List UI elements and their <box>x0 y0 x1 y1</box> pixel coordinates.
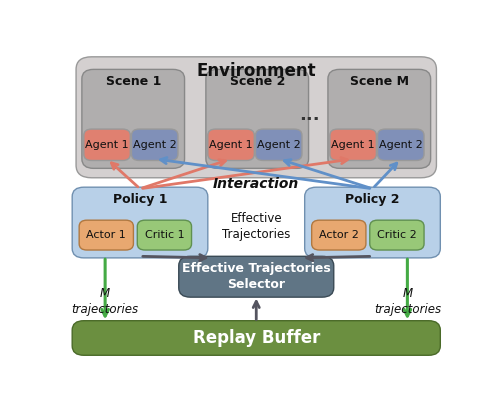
Text: M
trajectories: M trajectories <box>72 287 138 316</box>
FancyBboxPatch shape <box>76 57 436 178</box>
FancyBboxPatch shape <box>132 129 178 160</box>
Text: Interaction: Interaction <box>213 177 300 191</box>
FancyBboxPatch shape <box>179 256 334 297</box>
FancyBboxPatch shape <box>256 129 302 160</box>
FancyBboxPatch shape <box>328 69 430 169</box>
FancyBboxPatch shape <box>84 129 130 160</box>
Text: Agent 1: Agent 1 <box>209 140 253 150</box>
FancyBboxPatch shape <box>79 220 134 250</box>
Text: Agent 1: Agent 1 <box>332 140 375 150</box>
Text: Policy 2: Policy 2 <box>345 193 400 206</box>
Text: Actor 1: Actor 1 <box>86 230 126 240</box>
Text: Environment: Environment <box>196 62 316 80</box>
Text: Scene 2: Scene 2 <box>230 75 285 88</box>
FancyBboxPatch shape <box>208 129 254 160</box>
FancyBboxPatch shape <box>330 129 376 160</box>
Text: Agent 2: Agent 2 <box>379 140 422 150</box>
Text: Policy 1: Policy 1 <box>113 193 167 206</box>
Text: Agent 1: Agent 1 <box>85 140 129 150</box>
FancyBboxPatch shape <box>304 187 440 258</box>
FancyBboxPatch shape <box>82 69 184 169</box>
Text: Critic 2: Critic 2 <box>377 230 417 240</box>
Text: Effective Trajectories
Selector: Effective Trajectories Selector <box>182 262 330 291</box>
Text: Critic 1: Critic 1 <box>144 230 184 240</box>
Text: Scene M: Scene M <box>350 75 409 88</box>
Text: Replay Buffer: Replay Buffer <box>192 329 320 347</box>
Text: Agent 2: Agent 2 <box>257 140 300 150</box>
Text: Agent 2: Agent 2 <box>133 140 176 150</box>
Text: ···: ··· <box>299 111 320 129</box>
FancyBboxPatch shape <box>72 187 208 258</box>
Text: Actor 2: Actor 2 <box>319 230 358 240</box>
FancyBboxPatch shape <box>138 220 192 250</box>
Text: M
trajectories: M trajectories <box>374 287 441 316</box>
Text: Scene 1: Scene 1 <box>106 75 161 88</box>
FancyBboxPatch shape <box>370 220 424 250</box>
FancyBboxPatch shape <box>72 321 440 355</box>
FancyBboxPatch shape <box>312 220 366 250</box>
FancyBboxPatch shape <box>378 129 424 160</box>
Text: Effective
Trajectories: Effective Trajectories <box>222 212 290 241</box>
FancyBboxPatch shape <box>206 69 308 169</box>
